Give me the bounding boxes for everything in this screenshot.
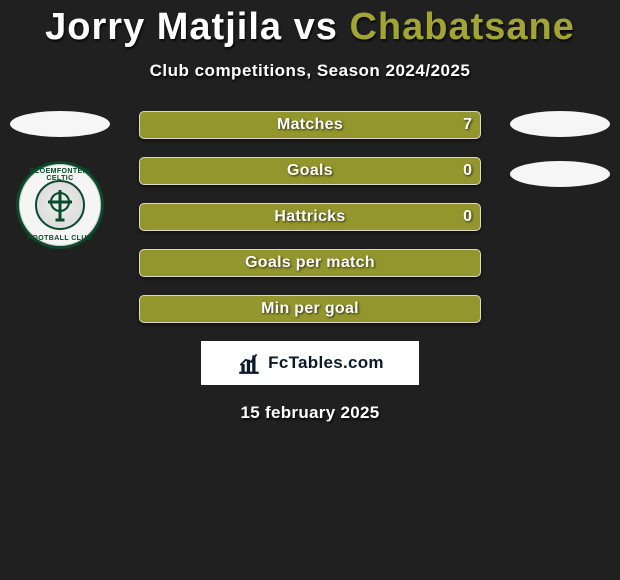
stat-label: Min per goal — [140, 300, 480, 318]
player2-name: Chabatsane — [349, 6, 574, 48]
brand-label: FcTables.com — [268, 353, 384, 373]
stat-row-goals-per-match: Goals per match — [139, 249, 481, 277]
vs-text: vs — [294, 6, 338, 48]
stat-right-value: 0 — [463, 208, 472, 226]
stat-right-value: 0 — [463, 162, 472, 180]
brand-logo-box[interactable]: FcTables.com — [201, 341, 419, 385]
stat-bar: Min per goal — [139, 295, 481, 323]
date: 15 february 2025 — [0, 403, 620, 423]
stat-row-min-per-goal: Min per goal — [139, 295, 481, 323]
page-title: Jorry Matjila vs Chabatsane — [0, 0, 620, 53]
stat-label: Goals per match — [140, 254, 480, 272]
stat-label: Goals — [140, 162, 480, 180]
stat-label: Matches — [140, 116, 480, 134]
celtic-cross-icon — [42, 187, 78, 223]
stat-row-goals: Goals 0 — [139, 157, 481, 185]
stat-bar: Goals per match — [139, 249, 481, 277]
stat-row-matches: Matches 7 — [139, 111, 481, 139]
stat-bar: Matches 7 — [139, 111, 481, 139]
bar-chart-icon — [236, 350, 262, 376]
player2-club-placeholder — [510, 161, 610, 187]
player1-name: Jorry Matjila — [45, 6, 282, 48]
stat-label: Hattricks — [140, 208, 480, 226]
stat-right-value: 7 — [463, 116, 472, 134]
stat-row-hattricks: Hattricks 0 — [139, 203, 481, 231]
player2-avatar-placeholder — [510, 111, 610, 137]
stat-bars: Matches 7 Goals 0 Hattricks 0 Goals per … — [139, 111, 481, 323]
club-badge-bottom-text: FOOTBALL CLUB — [19, 235, 101, 242]
player1-club-badge: BLOEMFONTEIN CELTIC FOOTBALL CLUB — [16, 161, 104, 249]
club-badge-inner — [35, 180, 85, 230]
stat-bar: Goals 0 — [139, 157, 481, 185]
left-column: BLOEMFONTEIN CELTIC FOOTBALL CLUB — [5, 111, 115, 249]
comparison-main: BLOEMFONTEIN CELTIC FOOTBALL CLUB Matche… — [0, 111, 620, 323]
stat-bar: Hattricks 0 — [139, 203, 481, 231]
player1-avatar-placeholder — [10, 111, 110, 137]
subtitle: Club competitions, Season 2024/2025 — [0, 61, 620, 81]
right-column — [505, 111, 615, 211]
